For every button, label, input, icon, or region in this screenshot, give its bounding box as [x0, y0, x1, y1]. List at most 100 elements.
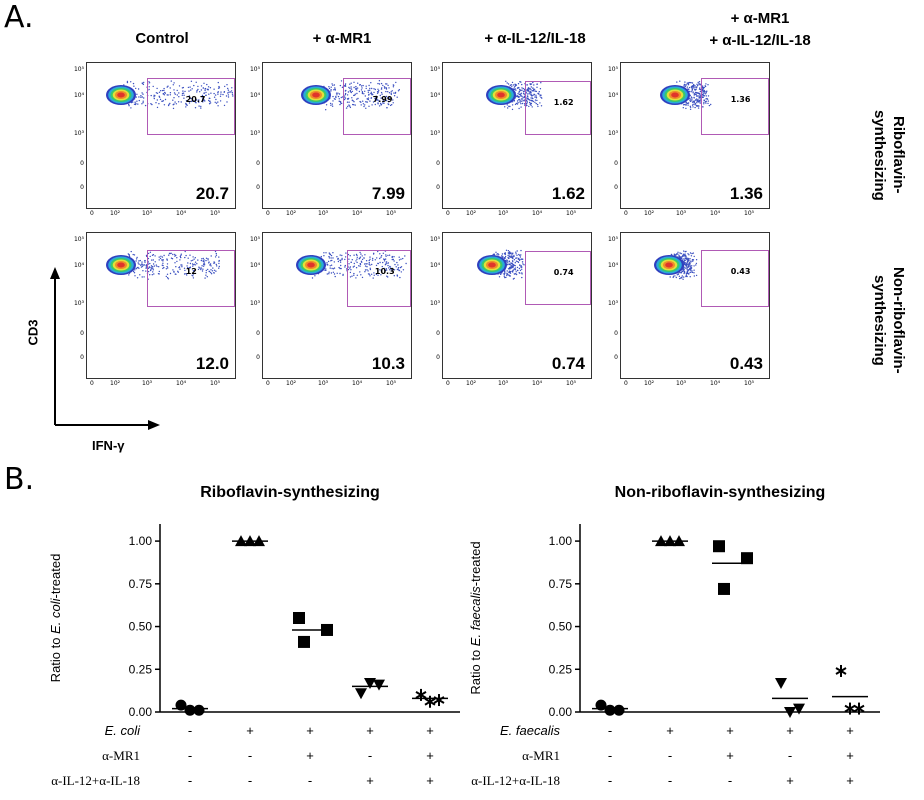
facs-y-tick: 10⁴	[429, 92, 440, 99]
facs-gate	[147, 78, 235, 135]
facs-x-tick: 10³	[318, 380, 329, 387]
facs-plot: 12 12.0	[86, 232, 236, 379]
facs-plot: 10.3 10.3	[262, 232, 412, 379]
y-tick-label: 0.00	[549, 705, 573, 719]
facs-gate-value: 10.3	[374, 267, 395, 276]
scatter-chart-non-riboflavin: 0.00 0.25 0.50 0.75 1.00 Ratio to E. faecalis…	[468, 524, 880, 788]
data-point-asterisk	[844, 702, 856, 715]
facs-x-tick: 0	[446, 210, 450, 217]
facs-gate-value: 1.36	[730, 95, 751, 104]
scatter-chart-riboflavin: 0.00 0.25 0.50 0.75 1.00 Ratio to E. coli-tre…	[48, 524, 460, 788]
y-tick-label: 1.00	[129, 534, 153, 548]
facs-y-tick: 0	[614, 160, 618, 167]
condition-sign: +	[366, 723, 374, 738]
condition-sign: +	[666, 723, 674, 738]
facs-x-tick: 0	[90, 210, 94, 217]
facs-x-tick: 10⁵	[566, 210, 577, 217]
condition-sign: +	[846, 723, 854, 738]
facs-x-tick: 10⁴	[710, 380, 721, 387]
facs-x-tick: 0	[266, 210, 270, 217]
ifng-axis-label: IFN-γ	[92, 438, 125, 453]
data-point-asterisk	[853, 702, 865, 715]
facs-x-tick: 10³	[142, 210, 153, 217]
data-point-triangle-up	[235, 535, 247, 547]
data-point-triangle-down	[355, 688, 367, 700]
facs-x-tick: 10²	[644, 380, 655, 387]
condition-sign: -	[188, 748, 192, 763]
facs-y-tick: 0	[256, 330, 260, 337]
y-axis-label: Ratio to E. faecalis-treated	[468, 541, 483, 694]
data-point-triangle-up	[655, 535, 667, 547]
facs-gate	[343, 78, 411, 135]
facs-x-tick: 10⁵	[386, 380, 397, 387]
facs-x-tick: 10⁵	[386, 210, 397, 217]
y-tick-label: 0.00	[129, 705, 153, 719]
facs-percentage: 0.74	[551, 354, 585, 373]
y-tick-label: 0.25	[129, 662, 153, 676]
facs-plot: 7.99 7.99	[262, 62, 412, 209]
facs-x-tick: 10²	[110, 210, 121, 217]
condition-sign: -	[188, 723, 192, 738]
facs-percentage: 1.36	[729, 184, 763, 203]
facs-x-tick: 10²	[286, 380, 297, 387]
facs-x-tick: 0	[624, 210, 628, 217]
facs-y-tick: 10³	[429, 300, 440, 307]
facs-x-tick: 10⁴	[176, 380, 187, 387]
facs-y-tick: 10⁴	[73, 262, 84, 269]
facs-x-tick: 10⁵	[566, 380, 577, 387]
condition-sign: +	[426, 773, 434, 788]
facs-y-tick: 10³	[73, 130, 84, 137]
facs-gate	[347, 250, 411, 307]
facs-percentage: 7.99	[371, 184, 405, 203]
facs-x-tick: 10⁵	[210, 210, 221, 217]
facs-x-tick: 10³	[142, 380, 153, 387]
facs-events	[486, 80, 543, 111]
condition-sign: +	[246, 723, 254, 738]
facs-y-tick: 0	[80, 354, 84, 361]
data-point-triangle-down	[364, 677, 376, 689]
facs-y-tick: 0	[614, 330, 618, 337]
condition-label: α-MR1	[522, 748, 560, 763]
facs-y-tick: 10³	[249, 130, 260, 137]
data-point-square	[321, 623, 333, 636]
facs-y-tick: 10⁵	[607, 66, 618, 73]
condition-label: E. faecalis	[500, 723, 560, 738]
facs-events	[106, 250, 220, 280]
y-tick-label: 0.75	[549, 577, 573, 591]
data-point-triangle-down	[775, 677, 787, 689]
data-point-triangle-down	[373, 679, 385, 691]
facs-events	[660, 80, 712, 110]
facs-gate-value: 12	[185, 267, 197, 276]
condition-sign: +	[306, 748, 314, 763]
facs-events	[301, 80, 400, 111]
facs-percentage: 0.43	[729, 354, 763, 373]
facs-y-tick: 10⁵	[73, 236, 84, 243]
condition-sign: -	[608, 723, 612, 738]
data-point-triangle-up	[244, 535, 256, 547]
facs-x-tick: 0	[90, 380, 94, 387]
facs-x-tick: 0	[266, 380, 270, 387]
facs-y-tick: 10³	[429, 130, 440, 137]
facs-y-tick: 0	[436, 160, 440, 167]
data-point-triangle-up	[253, 535, 265, 547]
condition-sign: +	[726, 723, 734, 738]
data-point-circle	[175, 699, 187, 711]
facs-x-tick: 10³	[498, 380, 509, 387]
y-tick-label: 1.00	[549, 534, 573, 548]
data-point-square	[298, 635, 310, 648]
condition-sign: -	[608, 748, 612, 763]
condition-sign: +	[846, 748, 854, 763]
data-point-triangle-down	[784, 707, 796, 718]
facs-gate	[701, 250, 769, 307]
condition-sign: +	[786, 773, 794, 788]
condition-label: α-IL-12+α-IL-18	[471, 773, 560, 788]
facs-plot: 1.36 1.36	[620, 62, 770, 209]
facs-gate-value: 20.7	[185, 95, 206, 104]
y-tick-label: 0.75	[129, 577, 153, 591]
condition-sign: -	[668, 773, 672, 788]
facs-x-tick: 10³	[676, 380, 687, 387]
facs-y-tick: 0	[256, 160, 260, 167]
facs-y-tick: 0	[436, 330, 440, 337]
y-axis-label: Ratio to E. coli-treated	[48, 554, 63, 683]
column-header-control: Control	[135, 30, 189, 47]
